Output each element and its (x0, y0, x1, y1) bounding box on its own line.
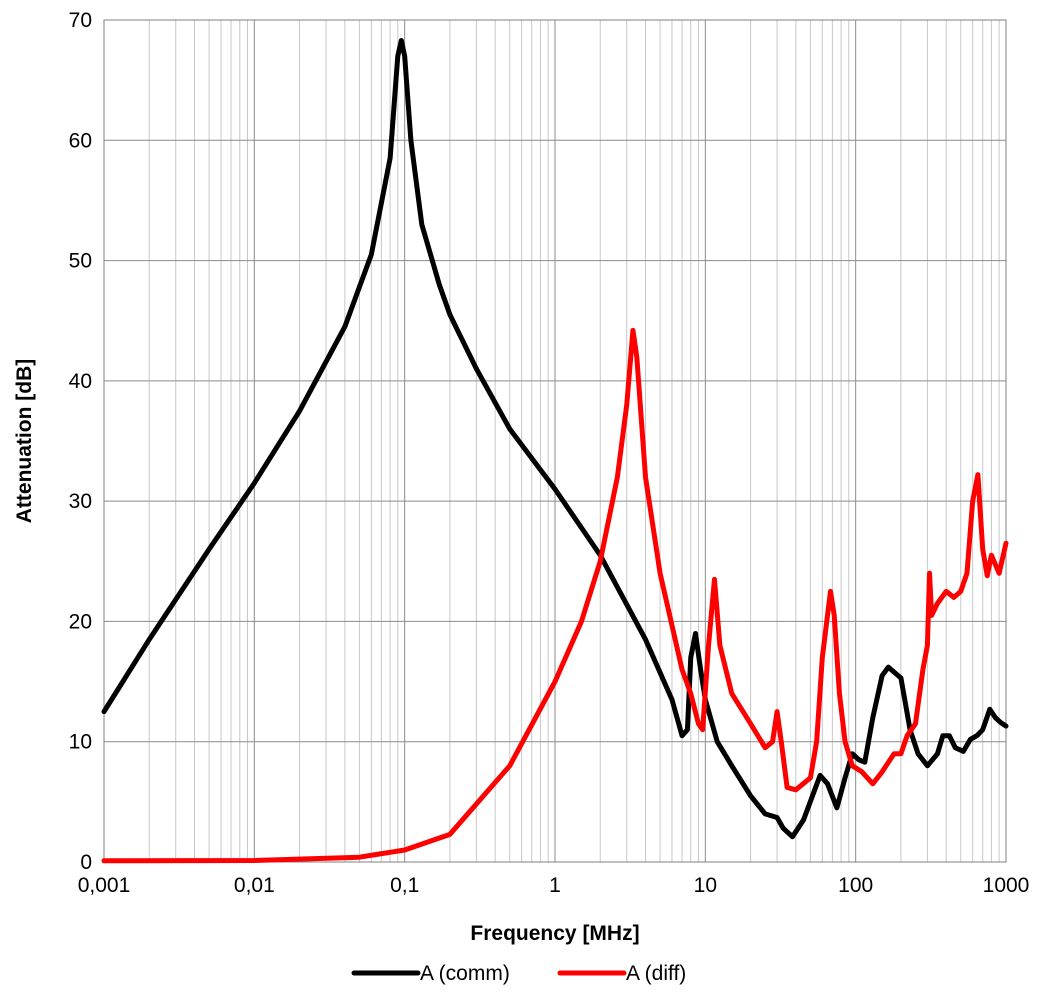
y-tick-label: 60 (69, 129, 92, 152)
x-tick-label: 0,001 (78, 874, 131, 897)
legend-label-diff: A (diff) (626, 962, 686, 985)
y-tick-label: 0 (80, 851, 92, 874)
legend-label-comm: A (comm) (420, 962, 510, 985)
x-tick-labels: 0,001 0,01 0,1 1 10 100 1000 (78, 874, 1030, 897)
y-tick-label: 30 (69, 490, 92, 513)
series-line-diff (101, 327, 1009, 864)
y-tick-label: 40 (69, 370, 92, 393)
y-tick-label: 10 (69, 731, 92, 754)
y-tick-labels: 0 10 20 30 40 50 60 70 (69, 9, 92, 874)
y-tick-label: 70 (69, 9, 92, 32)
grid-major (103, 19, 1007, 863)
x-tick-label: 100 (838, 874, 873, 897)
series-layer (101, 37, 1009, 864)
legend: A (comm) A (diff) (351, 962, 686, 985)
y-tick-label: 50 (69, 250, 92, 273)
y-tick-label: 20 (69, 610, 92, 633)
plot-frame (103, 19, 1007, 863)
y-axis-title: Attenuation [dB] (13, 359, 36, 523)
x-tick-label: 0,1 (390, 874, 419, 897)
x-tick-label: 1 (549, 874, 561, 897)
x-tick-label: 10 (694, 874, 717, 897)
x-tick-label: 1000 (983, 874, 1030, 897)
series-line-comm (101, 37, 1009, 840)
x-tick-label: 0,01 (234, 874, 275, 897)
x-axis-title: Frequency [MHz] (470, 922, 639, 945)
